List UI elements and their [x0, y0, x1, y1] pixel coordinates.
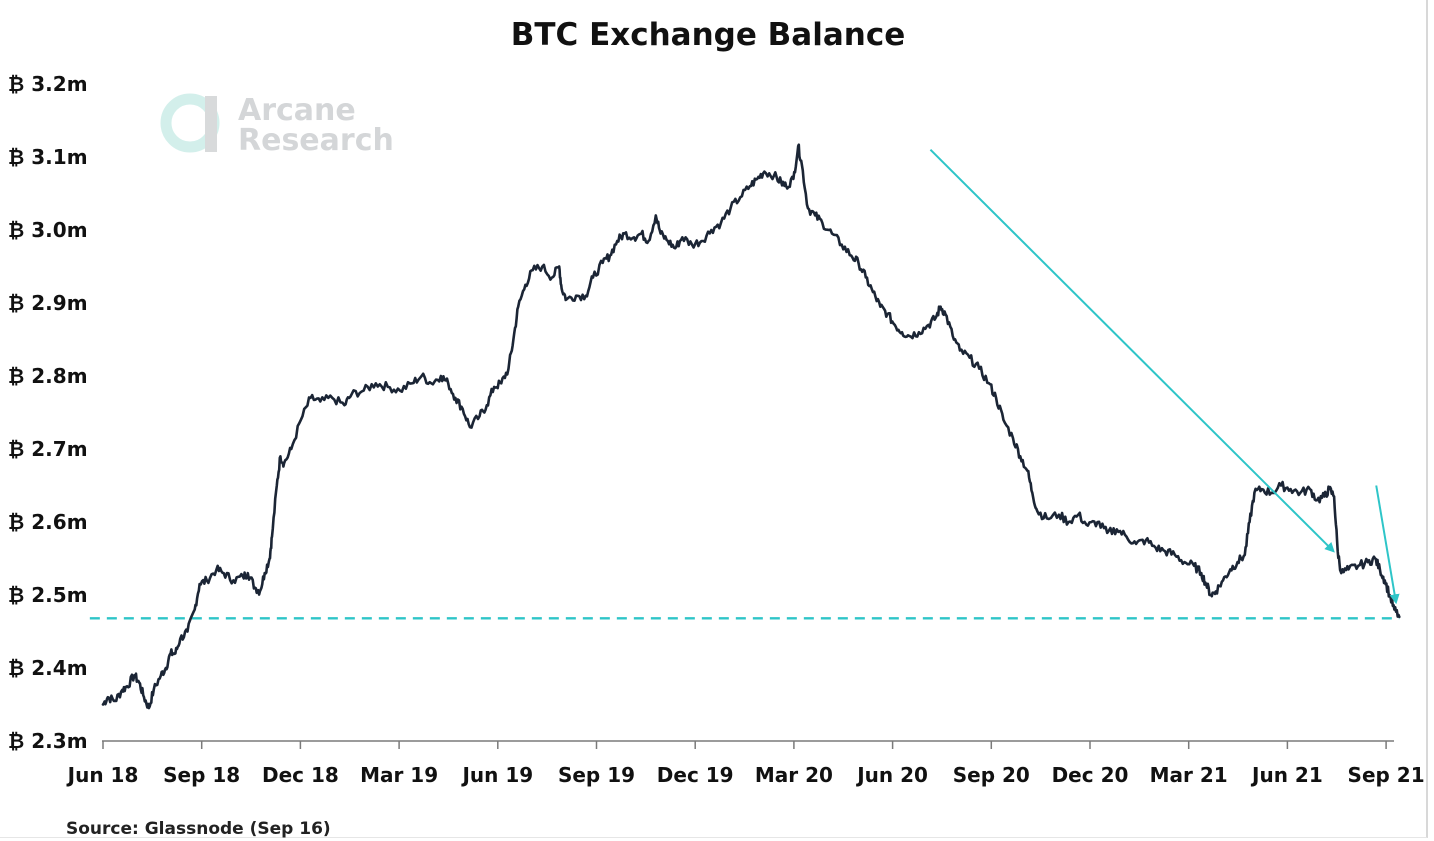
- y-tick-label: ₿ 3.1m: [8, 145, 88, 169]
- x-tick-label: Mar 19: [360, 763, 438, 787]
- y-axis-tick-labels: ₿ 3.2m ₿ 3.1m ₿ 3.0m ₿ 2.9m ₿ 2.8m ₿ 2.7m ₿ 2.…: [8, 72, 88, 753]
- x-tick-label: Dec 20: [1052, 763, 1129, 787]
- y-tick-label: ₿ 2.3m: [8, 729, 88, 753]
- x-tick-label: Sep 19: [558, 763, 635, 787]
- watermark-line1: Arcane: [238, 93, 356, 128]
- chart-title: BTC Exchange Balance: [511, 17, 906, 53]
- x-tick-label: Sep 21: [1348, 763, 1425, 787]
- trend-arrows: [929, 148, 1400, 605]
- y-tick-label: ₿ 2.6m: [8, 510, 88, 534]
- y-tick-label: ₿ 2.8m: [8, 364, 88, 388]
- source-note: Source: Glassnode (Sep 16): [66, 819, 331, 839]
- y-tick-label: ₿ 2.7m: [8, 437, 88, 461]
- y-tick-label: ₿ 2.5m: [8, 583, 88, 607]
- watermark-line2: Research: [238, 123, 394, 158]
- x-tick-label: Sep 18: [163, 763, 240, 787]
- x-axis-ticks: Jun 18 Sep 18 Dec 18 Mar 19 Jun 19 Sep 19 Dec …: [66, 741, 1425, 787]
- x-tick-label: Mar 20: [755, 763, 833, 787]
- y-tick-label: ₿ 2.9m: [8, 291, 88, 315]
- y-tick-label: ₿ 3.2m: [8, 72, 88, 96]
- trend-arrow-2: [1375, 485, 1400, 605]
- arcane-logo-icon: [160, 93, 220, 153]
- x-tick-label: Mar 21: [1150, 763, 1228, 787]
- x-tick-label: Jun 21: [1250, 763, 1323, 787]
- series-line-btc-balance: [101, 143, 1401, 710]
- x-tick-label: Dec 18: [262, 763, 339, 787]
- x-tick-label: Jun 20: [855, 763, 928, 787]
- y-tick-label: ₿ 3.0m: [8, 218, 88, 242]
- x-tick-label: Dec 19: [657, 763, 734, 787]
- x-tick-label: Jun 19: [460, 763, 533, 787]
- y-tick-label: ₿ 2.4m: [8, 656, 88, 680]
- logo-bar: [205, 96, 217, 152]
- trend-arrow-1: [929, 148, 1335, 553]
- x-tick-label: Jun 18: [66, 763, 139, 787]
- x-tick-label: Sep 20: [953, 763, 1030, 787]
